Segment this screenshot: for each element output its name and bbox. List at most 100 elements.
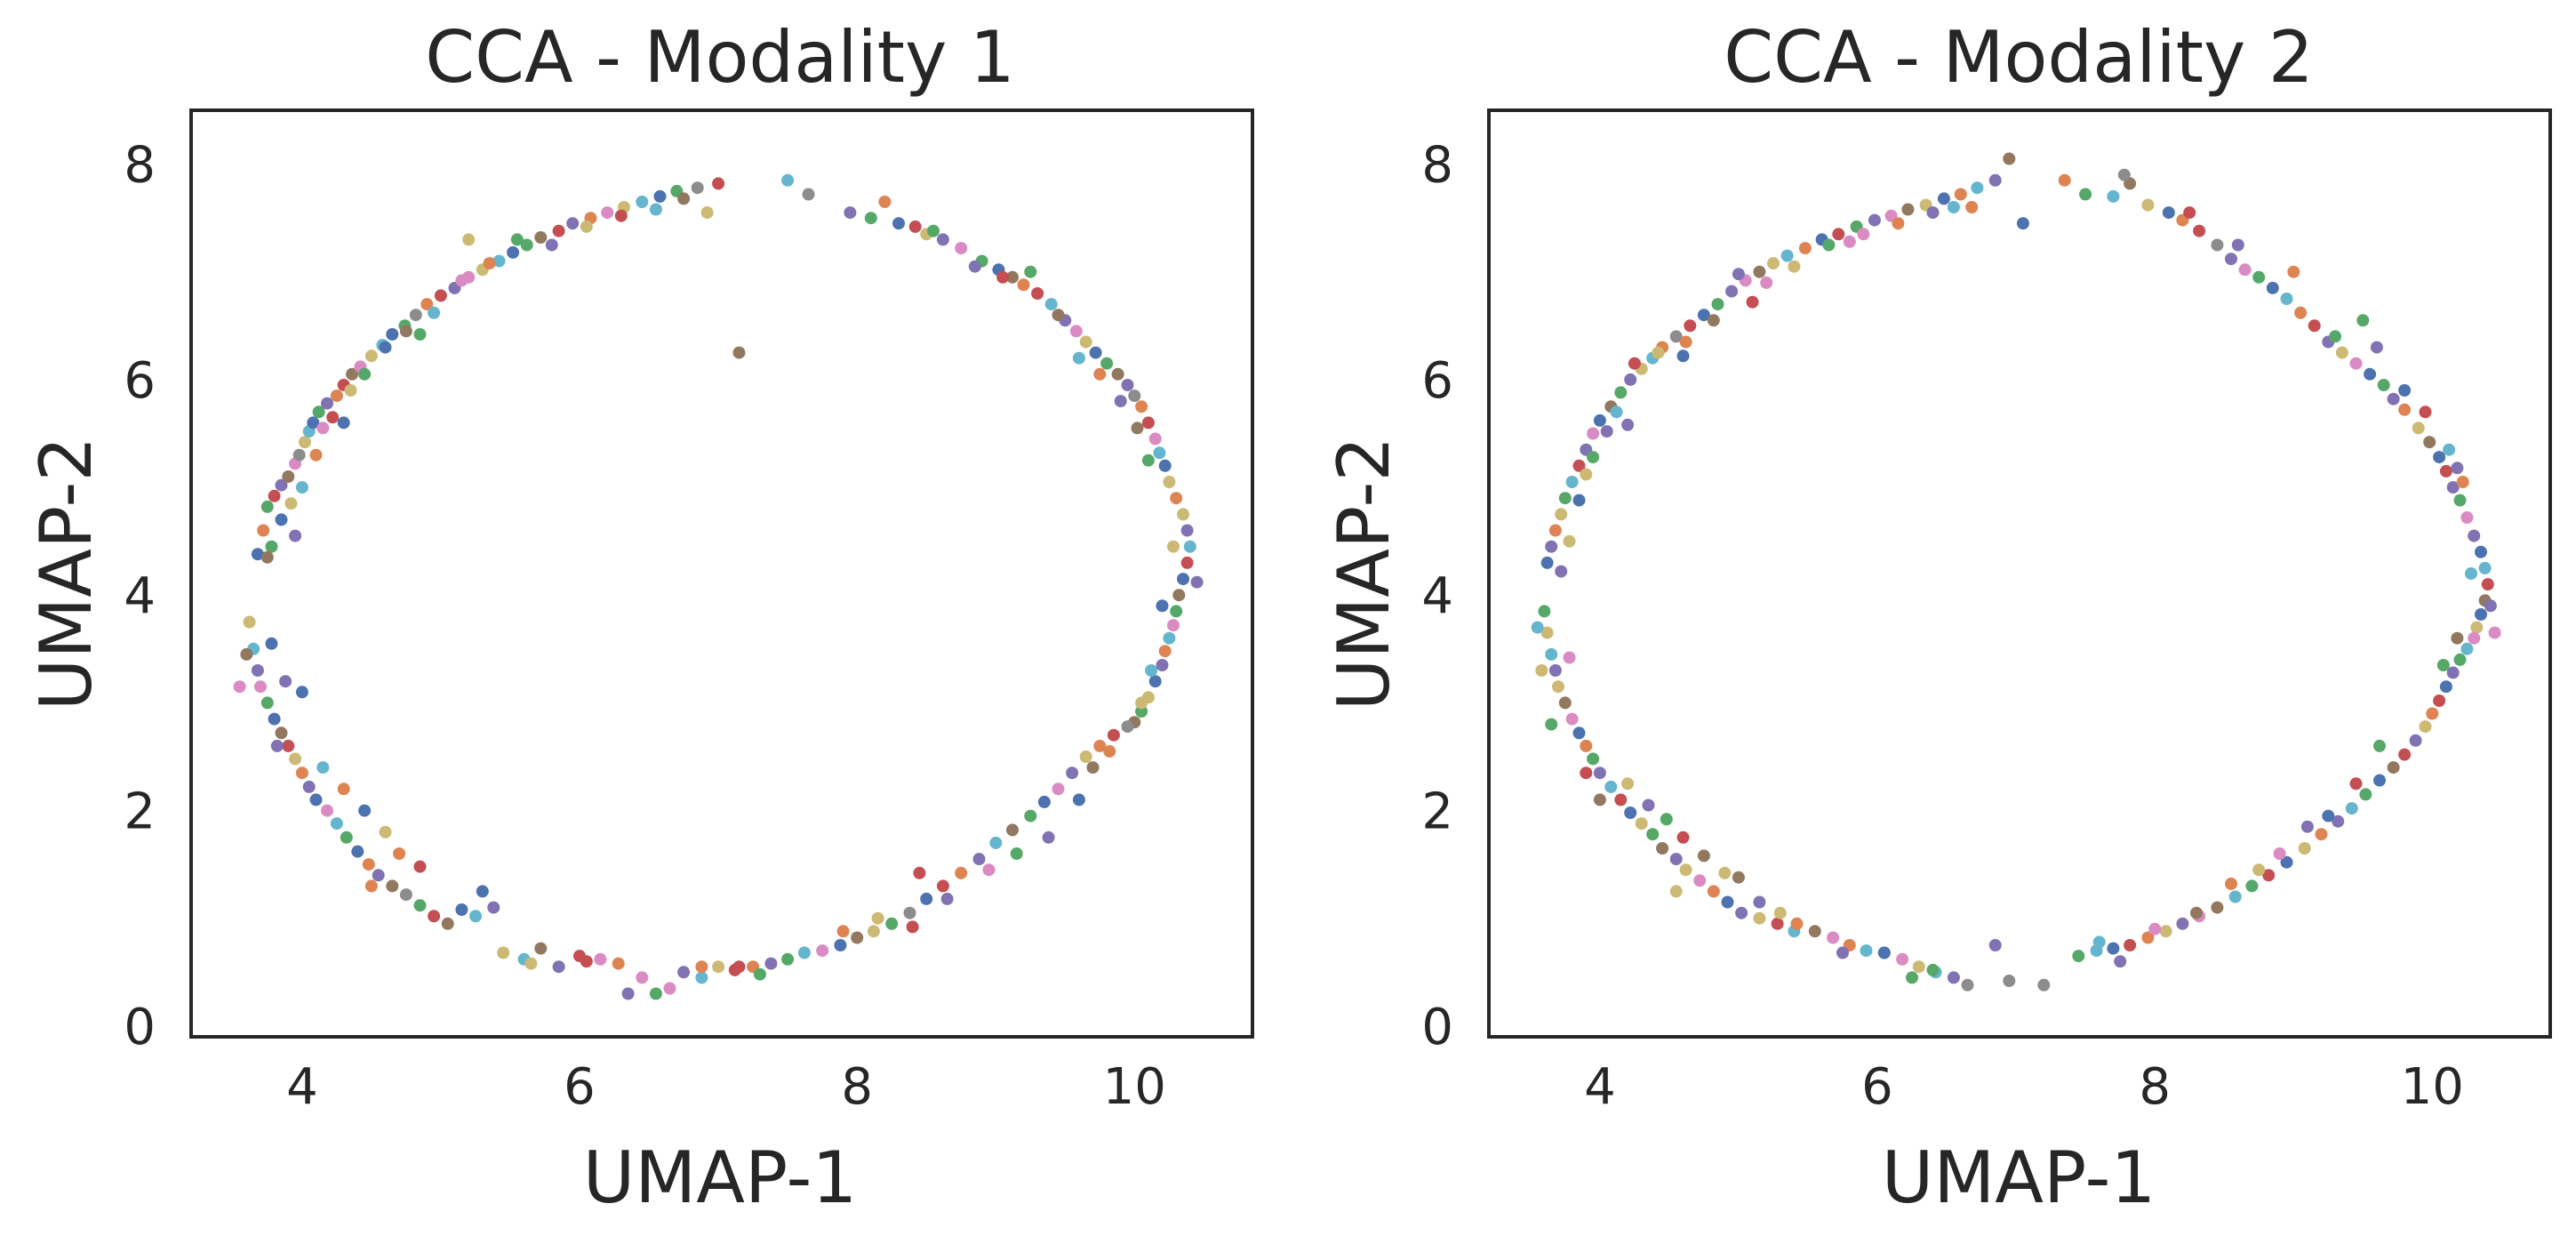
data-point [2329, 330, 2342, 343]
data-point [1798, 242, 1812, 255]
data-point [1172, 589, 1186, 602]
data-point [2433, 694, 2446, 707]
data-point [2398, 403, 2412, 416]
data-point [2419, 405, 2432, 419]
x-axis-label: UMAP-1 [1882, 1136, 2156, 1219]
x-ticks: 4 6 8 10 [286, 1058, 1166, 1116]
data-point [2124, 939, 2137, 951]
data-point [764, 957, 778, 970]
data-point [257, 524, 270, 537]
data-point [268, 712, 281, 726]
data-point [996, 270, 1010, 284]
data-point [2117, 168, 2131, 181]
data-point [1563, 534, 1576, 548]
data-point [1135, 400, 1148, 413]
data-point [337, 416, 350, 429]
data-point [1896, 952, 1909, 966]
data-point [1906, 971, 1918, 984]
data-point [1535, 664, 1548, 677]
points-layer [1531, 152, 2501, 991]
data-point [497, 946, 510, 959]
data-point [1135, 696, 1148, 710]
data-point [1593, 766, 1606, 780]
data-point [1707, 885, 1720, 898]
data-point [302, 780, 316, 793]
data-point [2273, 847, 2286, 860]
y-tick-label: 0 [124, 999, 156, 1056]
data-point [1836, 946, 1849, 959]
data-point [1531, 621, 1544, 634]
data-point [1621, 777, 1635, 791]
data-point [295, 481, 308, 494]
data-point [312, 405, 325, 419]
data-point [1693, 874, 1707, 887]
data-point [2470, 621, 2484, 634]
data-point [321, 397, 333, 410]
data-point [1753, 265, 1766, 278]
data-point [653, 189, 667, 203]
points-layer [233, 173, 1204, 1000]
data-point [1593, 793, 1606, 807]
x-ticks: 4 6 8 10 [1584, 1058, 2464, 1116]
data-point [968, 260, 981, 273]
data-point [908, 220, 922, 233]
data-point [2446, 481, 2460, 494]
data-point [621, 987, 635, 1000]
data-point [251, 664, 264, 677]
data-point [614, 209, 628, 222]
data-point [712, 177, 725, 190]
data-point [700, 206, 714, 220]
y-axis-label: UMAP-2 [1323, 437, 1405, 711]
data-point [2141, 198, 2155, 212]
data-point [295, 686, 308, 699]
data-point [1621, 418, 1635, 431]
data-point [2287, 265, 2300, 278]
data-point [399, 325, 412, 338]
data-point [393, 847, 406, 860]
data-point [2238, 263, 2252, 277]
data-point [2433, 451, 2446, 464]
data-point [878, 196, 892, 208]
data-point [1558, 696, 1572, 710]
data-point [260, 696, 274, 710]
data-point [1066, 766, 1079, 780]
data-point [1540, 556, 1554, 569]
data-point [455, 903, 468, 916]
data-point [1158, 645, 1172, 658]
data-point [1167, 540, 1180, 553]
y-ticks: 0 2 4 6 8 [124, 137, 156, 1056]
y-axis-label: UMAP-2 [25, 437, 108, 711]
data-point [1545, 718, 1558, 731]
data-point [309, 448, 323, 461]
data-point [2373, 774, 2386, 787]
data-point [2423, 436, 2436, 449]
data-point [2266, 281, 2279, 294]
data-point [580, 955, 593, 968]
data-point [2349, 777, 2363, 791]
data-point [913, 866, 926, 879]
data-point [2456, 476, 2469, 488]
data-point [309, 793, 323, 807]
data-point [1558, 492, 1572, 505]
data-point [428, 306, 441, 319]
data-point [2453, 494, 2467, 507]
data-point [2398, 384, 2412, 397]
data-point [2439, 464, 2452, 478]
data-point [955, 242, 968, 255]
data-point [321, 804, 333, 817]
data-point [1732, 268, 1745, 281]
data-point [326, 411, 340, 424]
data-point [1669, 885, 1683, 898]
data-point [989, 836, 1003, 849]
y-tick-label: 8 [124, 137, 156, 195]
data-point [781, 952, 795, 966]
data-point [695, 971, 708, 984]
data-point [1735, 906, 1748, 919]
data-point [1024, 809, 1037, 823]
data-point [455, 274, 468, 287]
data-point [1711, 298, 1724, 311]
data-point [344, 384, 357, 397]
data-point [1877, 946, 1891, 959]
data-point [552, 960, 565, 974]
